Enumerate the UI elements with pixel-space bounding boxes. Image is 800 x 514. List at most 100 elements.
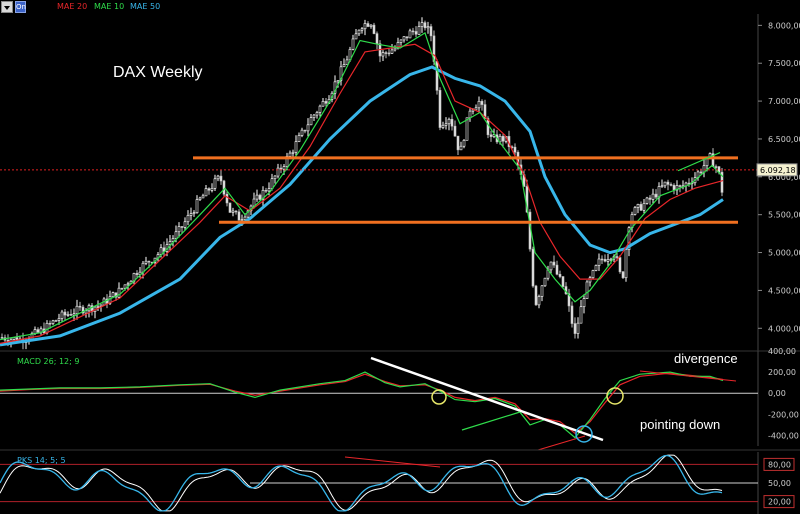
dropdown-button[interactable] <box>1 1 13 13</box>
candle-body <box>627 227 631 250</box>
candle-body <box>243 216 247 220</box>
last-price-box <box>756 163 798 177</box>
candle-body <box>663 181 667 187</box>
candle-body <box>231 210 235 213</box>
candle-body <box>384 52 388 54</box>
candle-body <box>294 141 298 153</box>
candle-body <box>180 226 184 228</box>
divergence-annotation: divergence <box>674 351 738 366</box>
candle-body <box>699 171 703 174</box>
price-tick-label: 4.500,00 <box>768 286 800 295</box>
candle-body <box>567 293 571 307</box>
price-tick-label: 4.000,00 <box>768 324 800 333</box>
candle-body <box>111 292 115 297</box>
candle-body <box>654 193 658 198</box>
candle-body <box>309 117 313 126</box>
candle-body <box>441 124 445 128</box>
candle-body <box>186 215 190 223</box>
candle-body <box>195 199 199 214</box>
candle-body <box>387 52 391 55</box>
candle-body <box>321 101 325 107</box>
stoch-divergence-line <box>344 456 441 468</box>
candle-body <box>48 322 52 325</box>
candle-body <box>255 194 259 200</box>
price-tick-label: 8.000,00 <box>768 21 800 30</box>
candle-body <box>450 118 454 127</box>
candle-body <box>69 314 73 316</box>
candle-body <box>312 114 316 118</box>
mae50-line <box>0 65 724 347</box>
candle-body <box>639 204 643 211</box>
macd-tick-label: -200,00 <box>768 410 799 419</box>
stoch-signal-line <box>0 454 723 512</box>
price-tick-label: 7.000,00 <box>768 97 800 106</box>
candle-body <box>339 66 343 81</box>
on-button[interactable]: On <box>15 1 26 13</box>
candle-body <box>75 305 79 315</box>
macd-label: MACD 26; 12; 9 <box>17 357 80 366</box>
candle-body <box>288 152 292 157</box>
macd-green-trend-line <box>461 411 521 431</box>
macd-circle-low <box>575 425 593 443</box>
candle-body <box>600 258 604 261</box>
candle-body <box>429 26 433 37</box>
candle-body <box>678 185 682 187</box>
candle-body <box>534 285 538 306</box>
candle-body <box>267 188 271 192</box>
candle-body <box>342 64 346 68</box>
candle-body <box>63 311 67 316</box>
candle-body <box>603 259 607 262</box>
candle-body <box>477 100 481 109</box>
candle-body <box>573 323 577 334</box>
candle-body <box>225 193 229 204</box>
candle-body <box>204 188 208 197</box>
candle-body <box>531 248 535 287</box>
candle-body <box>222 180 226 195</box>
candle-body <box>588 277 592 283</box>
candle-body <box>636 204 640 208</box>
candle-body <box>714 166 718 168</box>
candle-body <box>366 23 370 27</box>
candle-body <box>648 197 652 200</box>
candle-body <box>78 305 82 308</box>
price-tick-label: 6.500,00 <box>768 135 800 144</box>
toolbar: On MAE 20 MAE 10 MAE 50 <box>0 0 800 14</box>
candle-body <box>459 145 463 151</box>
candle-body <box>270 178 274 189</box>
candle-body <box>54 320 58 322</box>
candle-body <box>555 264 559 275</box>
candle-body <box>201 195 205 199</box>
candle-body <box>513 146 517 153</box>
candle-body <box>135 273 139 275</box>
candle-body <box>444 123 448 126</box>
stoch-tick-label: 50,00 <box>768 479 791 488</box>
macd-divergence-line <box>639 370 737 382</box>
macd-line <box>0 371 724 439</box>
candle-body <box>621 271 625 279</box>
candle-body <box>81 306 85 314</box>
candle-body <box>606 259 610 262</box>
candle-body <box>408 30 412 39</box>
candle-body <box>579 306 583 324</box>
stoch-tick-box <box>763 457 795 471</box>
candle-body <box>645 197 649 204</box>
price-tick-label: 5.500,00 <box>768 211 800 220</box>
candle-body <box>279 167 283 170</box>
last-price-label: 6.092,18 <box>760 166 796 175</box>
candle-body <box>651 193 655 200</box>
candle-body <box>345 59 349 65</box>
candle-body <box>297 135 301 142</box>
candle-body <box>372 24 376 34</box>
price-trend-line <box>677 152 721 172</box>
macd-circle-cross-down <box>431 389 447 405</box>
candle-body <box>363 23 367 30</box>
candle-body <box>51 320 55 324</box>
candle-body <box>171 238 175 242</box>
candle-body <box>264 190 268 192</box>
candle-body <box>282 166 286 170</box>
legend-mae10: MAE 10 <box>94 2 125 11</box>
candle-body <box>633 207 637 215</box>
candle-body <box>336 80 340 83</box>
candle-body <box>147 260 151 263</box>
candle-body <box>354 33 358 40</box>
